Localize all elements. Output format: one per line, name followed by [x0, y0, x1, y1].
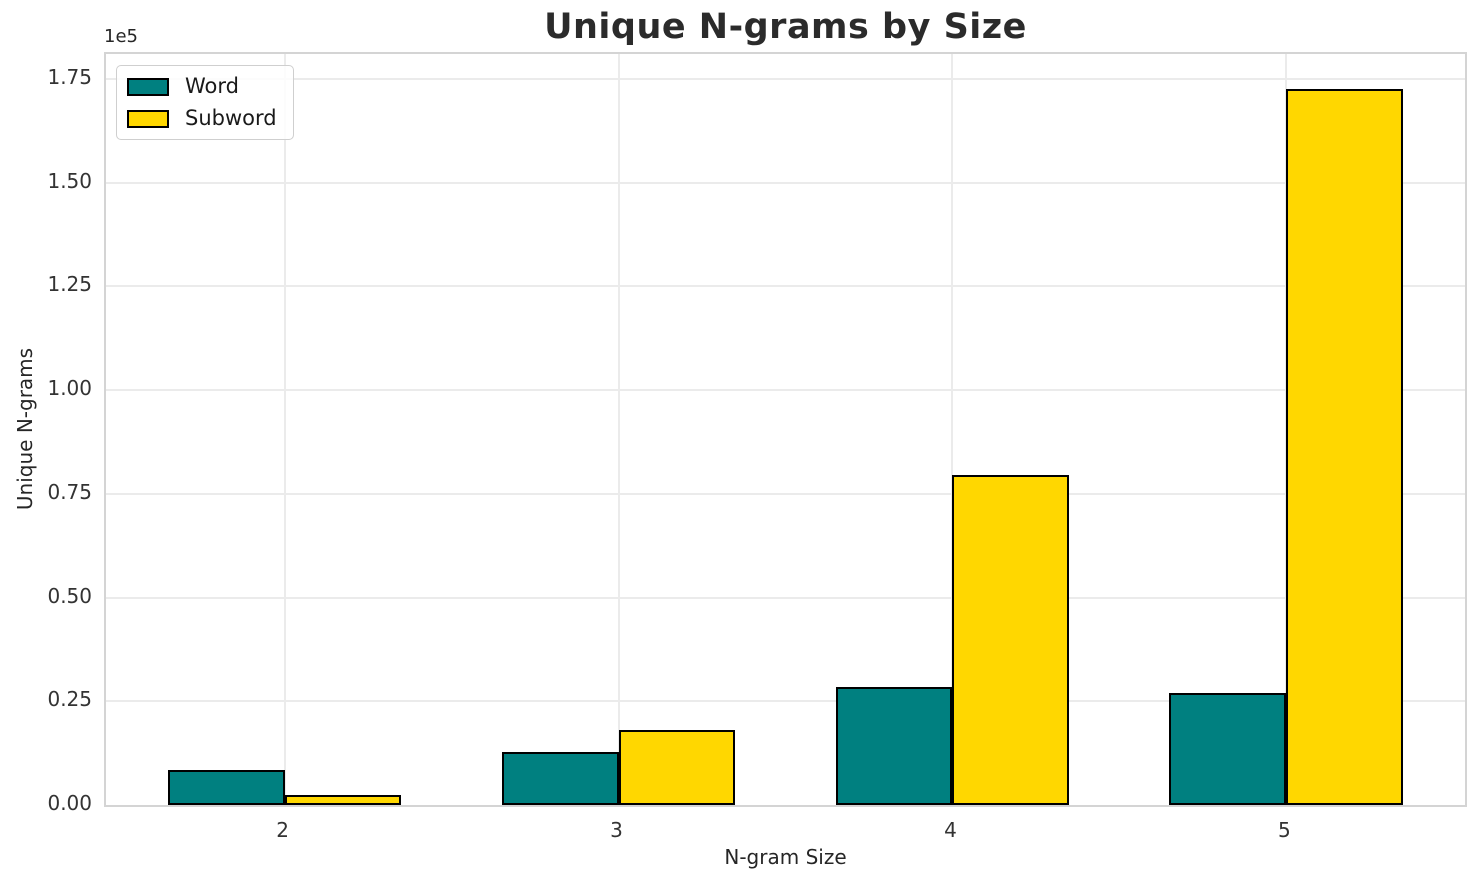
gridline-y-0.25 [106, 700, 1465, 703]
legend-label-word: Word [185, 74, 239, 98]
y-tick-1.50: 1.50 [47, 168, 92, 193]
bar-word-4 [835, 686, 953, 805]
legend-swatch-word [127, 77, 169, 96]
y-tick-1.00: 1.00 [47, 376, 92, 401]
x-tick-3: 3 [610, 818, 623, 842]
x-tick-2: 2 [276, 818, 289, 842]
legend-swatch-subword [127, 109, 169, 128]
gridline-y-1.25 [106, 285, 1465, 288]
legend-label-subword: Subword [185, 106, 277, 131]
gridline-y-0.75 [106, 492, 1465, 495]
bar-word-5 [1169, 692, 1287, 805]
chart-title: Unique N-grams by Size [544, 7, 1027, 47]
plot-area: Word Subword [104, 52, 1467, 807]
legend: Word Subword [116, 65, 294, 141]
y-axis-label: Unique N-grams [13, 347, 37, 511]
y-tick-0.50: 0.50 [47, 583, 92, 608]
bar-subword-5 [1286, 88, 1404, 805]
y-tick-0.25: 0.25 [47, 687, 92, 712]
bar-word-3 [501, 751, 619, 805]
legend-item-subword: Subword [127, 106, 277, 131]
gridline-y-1.75 [106, 77, 1465, 80]
x-axis-label: N-gram Size [724, 845, 847, 869]
y-axis-offset-text: 1e5 [104, 26, 138, 47]
gridline-y-0.50 [106, 596, 1465, 599]
bar-subword-3 [618, 730, 736, 805]
y-tick-1.25: 1.25 [47, 272, 92, 297]
gridline-x-4 [951, 54, 954, 805]
x-tick-5: 5 [1277, 818, 1291, 842]
bar-subword-4 [952, 475, 1070, 805]
y-tick-0.75: 0.75 [47, 479, 92, 504]
x-tick-4: 4 [944, 818, 957, 842]
gridline-x-2 [283, 54, 286, 805]
gridline-y-1.00 [106, 389, 1465, 392]
y-tick-1.75: 1.75 [47, 64, 92, 89]
y-tick-0.00: 0.00 [47, 791, 92, 815]
bar-word-2 [167, 769, 285, 805]
gridline-y-1.50 [106, 181, 1465, 184]
legend-item-word: Word [127, 74, 277, 98]
gridline-x-3 [617, 54, 620, 805]
bar-subword-2 [284, 794, 402, 805]
